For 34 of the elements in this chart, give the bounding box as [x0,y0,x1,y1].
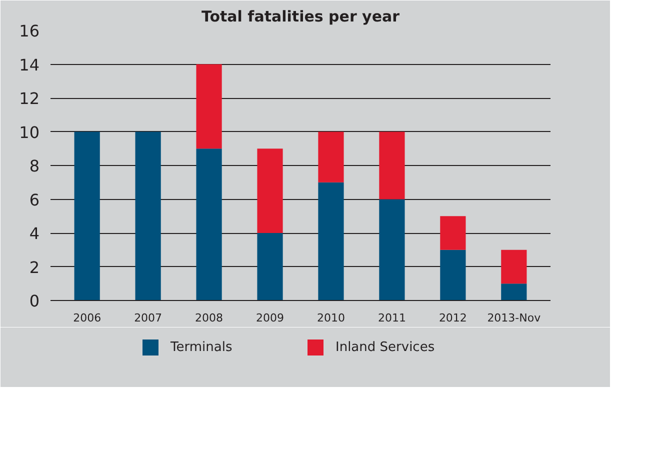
bar [196,148,222,300]
x-tick-label: 2009 [256,312,284,324]
x-tick-label: 2010 [316,312,345,324]
bar [74,132,100,300]
y-tick-label: 2 [29,258,40,277]
bar [440,216,466,250]
bar [318,182,344,300]
bar [196,64,222,149]
bar [257,233,283,300]
y-tick-label: 16 [19,22,40,40]
bar [379,132,405,200]
x-tick-label: 2007 [134,312,162,324]
x-tick-label: 2013-Nov [487,312,542,324]
bar [501,284,527,300]
bar [501,250,527,284]
x-tick-label: 2008 [195,312,224,324]
x-tick-label: 2006 [73,312,102,324]
bar [379,199,405,300]
y-tick-label: 10 [19,122,40,142]
legend-label: Inland Services [336,340,435,355]
legend-label: Terminals [170,340,232,355]
bar [135,132,161,300]
bar [440,250,466,300]
bar [257,148,283,233]
x-tick-label: 2011 [378,312,406,324]
chart-title: Total fatalities per year [201,8,400,26]
y-tick-label: 12 [19,89,40,108]
bar [318,132,344,182]
y-tick-label: 4 [29,224,40,243]
y-tick-label: 6 [29,190,40,210]
y-tick-label: 14 [19,55,40,74]
y-tick-label: 8 [29,156,40,176]
y-tick-label: 0 [29,292,40,310]
x-tick-label: 2012 [438,312,467,324]
